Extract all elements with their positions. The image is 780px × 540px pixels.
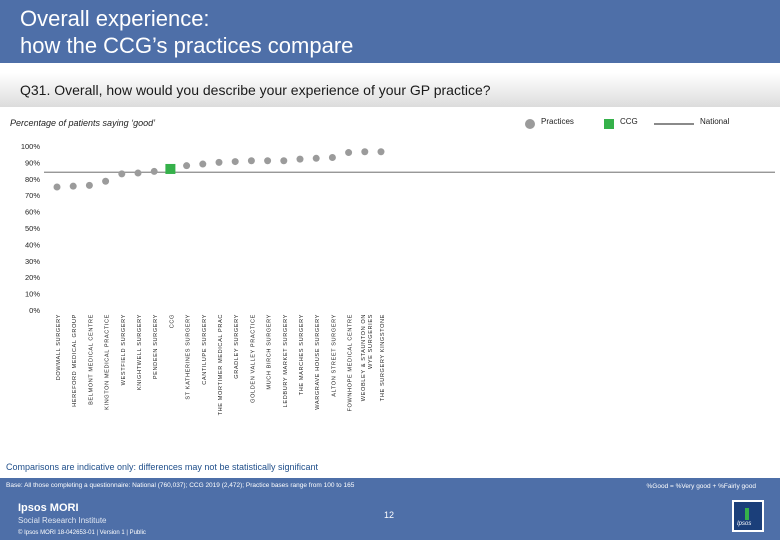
x-tick-label: BELMONT MEDICAL CENTRE [88,314,94,405]
chart-subtitle: Percentage of patients saying ‘good’ [10,118,156,128]
header: Overall experience: how the CCG’s practi… [0,0,780,63]
y-tick-label: 30% [25,257,40,266]
legend-ccg-label: CCG [620,117,638,126]
practice-point [264,157,272,165]
x-tick-label: ALTON STREET SURGERY [331,314,337,397]
y-tick-label: 100% [21,142,41,151]
x-tick-label: WEOBLEY & STAUNTON ONWYE SURGERIES [361,314,374,401]
practice-point [183,162,191,170]
page-title-line2: how the CCG’s practices compare [20,33,354,58]
ipsos-mori-logo: Ipsos MORI [18,502,79,514]
x-tick-label: LEDBURY MARKET SURGERY [283,314,289,407]
social-research-institute-logo: Social Research Institute [18,516,107,525]
x-tick-label: ST KATHERINES SURGERY [186,314,192,400]
practice-point [280,157,288,165]
x-tick-label: MUCH BIRCH SURGERY [267,314,273,390]
y-tick-label: 0% [29,306,40,315]
question-bar: Q31. Overall, how would you describe you… [0,73,780,107]
x-tick-label: CANTILUPE SURGERY [202,314,208,385]
x-tick-label: HEREFORD MEDICAL GROUP [72,314,78,407]
y-tick-label: 10% [25,290,40,299]
question-text: Q31. Overall, how would you describe you… [20,82,491,98]
y-tick-label: 50% [25,224,40,233]
x-tick-label: KNIGHTWELL SURGERY [137,314,143,390]
x-tick-label: FOWNHOPE MEDICAL CENTRE [348,314,354,412]
practice-point [118,170,126,178]
practice-point [134,169,142,177]
ipsos-logo-text: Ipsos [737,521,752,527]
page-number: 12 [384,510,395,520]
good-definition: %Good = %Very good + %Fairly good [646,483,756,490]
y-tick-label: 70% [25,191,40,200]
y-tick-label: 20% [25,273,40,282]
comparisons-note: Comparisons are indicative only: differe… [6,462,318,472]
practice-point [69,182,77,190]
x-tick-label: THE MARCHES SURGERY [299,314,305,395]
practice-point [377,148,385,156]
practice-point [231,158,239,166]
practice-point [296,155,304,163]
practice-point [150,167,158,175]
x-tick-label: DOWMALL SURGERY [56,314,62,380]
practice-point [215,158,223,166]
legend-practices-marker [525,119,535,129]
footer-bar [0,478,780,540]
legend-national-label: National [700,117,730,126]
y-tick-label: 90% [25,158,40,167]
ipsos-logo-icon: Ipsos [732,500,764,532]
base-note: Base: All those completing a questionnai… [6,482,355,489]
practice-point [247,157,255,165]
y-tick-label: 60% [25,208,40,217]
practice-point [361,148,369,156]
x-tick-label: KINGTON MEDICAL PRACTICE [105,314,111,410]
legend-ccg-marker [604,119,614,129]
practice-point [85,181,93,189]
legend-practices-label: Practices [541,117,574,126]
page-title-line1: Overall experience: [20,6,210,31]
x-tick-label: CCG [169,314,175,328]
x-tick-label: WESTFIELD SURGERY [121,314,127,385]
y-tick-label: 80% [25,175,40,184]
x-tick-label: GRADLEY SURGERY [234,314,240,379]
practice-point [345,149,353,157]
copyright-text: © Ipsos MORI 18-042653-01 | Version 1 | … [18,530,146,536]
practice-point [102,177,110,185]
legend-national-marker [654,123,694,125]
y-tick-label: 40% [25,240,40,249]
x-tick-label: THE SURGERY KINGSTONE [380,314,386,401]
practice-point [312,154,320,162]
practice-point [328,153,336,161]
practice-point [199,160,207,168]
ccg-marker [165,163,176,174]
practice-point [53,183,61,191]
practice-comparison-chart: 100% 90% 80% 70% 60% 50% 40% 30% 20% 10% 0% DOWMALL… [21,142,775,415]
x-tick-label: THE MORTIMER MEDICAL PRAC [218,314,224,415]
x-tick-label: GOLDEN VALLEY PRACTICE [250,314,256,403]
x-tick-label: WARGRAVE HOUSE SURGERY [315,314,321,410]
x-tick-label: PENDEEN SURGERY [153,314,159,379]
